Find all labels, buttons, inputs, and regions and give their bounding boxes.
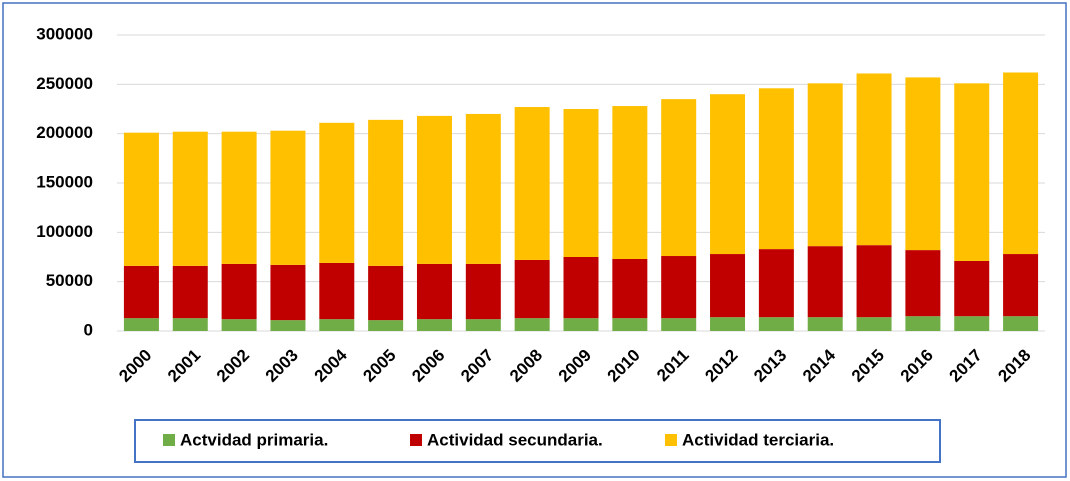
bar-segment	[612, 106, 648, 259]
bar-segment	[368, 119, 404, 266]
bar-segment	[416, 115, 452, 264]
bar-segment	[563, 257, 599, 319]
bar-segment	[1003, 254, 1039, 317]
x-tick-label: 2018	[994, 346, 1034, 386]
x-tick-label: 2001	[164, 346, 204, 386]
bar-segment	[710, 94, 746, 255]
x-tick-label: 2014	[799, 345, 840, 386]
x-tick-label: 2004	[311, 345, 352, 386]
x-tick-label: 2006	[408, 346, 448, 386]
x-tick-label: 2010	[604, 346, 644, 386]
bar-segment	[905, 250, 941, 317]
y-tick-label: 100000	[36, 222, 93, 241]
legend-label: Actividad terciaria.	[682, 430, 834, 449]
bar-segment	[807, 246, 843, 318]
bar-segment	[368, 265, 404, 321]
x-tick-label: 2012	[701, 346, 741, 386]
bar-segment	[661, 99, 697, 257]
bar-segment	[758, 88, 794, 250]
bar-segment	[612, 318, 648, 331]
bar-segment	[905, 316, 941, 331]
bar-segment	[123, 132, 159, 266]
legend-box	[134, 419, 941, 463]
bar-segment	[123, 318, 159, 331]
x-tick-label: 2000	[115, 346, 155, 386]
x-tick-label: 2008	[506, 346, 546, 386]
bar-segment	[319, 122, 355, 263]
bar-segment	[563, 109, 599, 257]
bar-segment	[270, 130, 306, 265]
bar-segment	[807, 83, 843, 247]
x-tick-label: 2016	[897, 346, 937, 386]
bar-segment	[465, 113, 501, 264]
bar-segment	[856, 317, 892, 331]
legend-label: Actvidad primaria.	[180, 430, 328, 449]
y-tick-label: 150000	[36, 172, 93, 191]
y-tick-label: 300000	[36, 24, 93, 43]
bar-segment	[856, 245, 892, 318]
bar-segment	[514, 107, 550, 260]
bar-segment	[319, 262, 355, 320]
x-tick-label: 2015	[848, 346, 888, 386]
bar-segment	[368, 320, 404, 331]
bar-segment	[172, 131, 208, 266]
bar-segment	[954, 260, 990, 317]
bar-segment	[954, 316, 990, 331]
bar-segment	[514, 259, 550, 319]
bar-segment	[758, 317, 794, 331]
bar-segment	[954, 83, 990, 261]
bar-segment	[758, 249, 794, 318]
bar-segment	[1003, 316, 1039, 331]
x-tick-label: 2011	[653, 346, 693, 386]
bar-segment	[270, 264, 306, 321]
x-tick-label: 2017	[946, 346, 986, 386]
bar-segment	[563, 318, 599, 331]
bar-segment	[221, 319, 257, 331]
bar-segment	[172, 318, 208, 331]
bar-segment	[465, 263, 501, 320]
bar-segment	[710, 254, 746, 318]
legend-swatch	[665, 434, 677, 446]
bar-segment	[710, 317, 746, 331]
legend-swatch	[163, 434, 175, 446]
bar-segment	[661, 256, 697, 319]
bar-segment	[172, 265, 208, 319]
x-tick-label: 2013	[750, 346, 790, 386]
x-tick-label: 2002	[213, 346, 253, 386]
x-tick-label: 2009	[555, 346, 595, 386]
bar-segment	[221, 263, 257, 320]
legend-swatch	[410, 434, 422, 446]
bar-segment	[465, 319, 501, 331]
x-tick-label: 2007	[457, 346, 497, 386]
bar-segment	[319, 319, 355, 331]
bar-segment	[807, 317, 843, 331]
y-tick-label: 50000	[46, 271, 93, 290]
y-tick-label: 250000	[36, 74, 93, 93]
x-tick-label: 2005	[359, 346, 399, 386]
bar-segment	[661, 318, 697, 331]
bar-segment	[612, 258, 648, 319]
bar-segment	[905, 77, 941, 251]
y-tick-label: 0	[84, 320, 93, 339]
x-tick-label: 2003	[262, 346, 302, 386]
bar-segment	[856, 73, 892, 246]
bar-segment	[416, 319, 452, 331]
bar-segment	[416, 263, 452, 320]
bar-segment	[123, 265, 159, 319]
bar-segment	[514, 318, 550, 331]
legend-label: Actividad secundaria.	[427, 430, 603, 449]
bar-segment	[221, 131, 257, 264]
bar-segment	[1003, 72, 1039, 255]
bar-segment	[270, 320, 306, 331]
y-tick-label: 200000	[36, 123, 93, 142]
